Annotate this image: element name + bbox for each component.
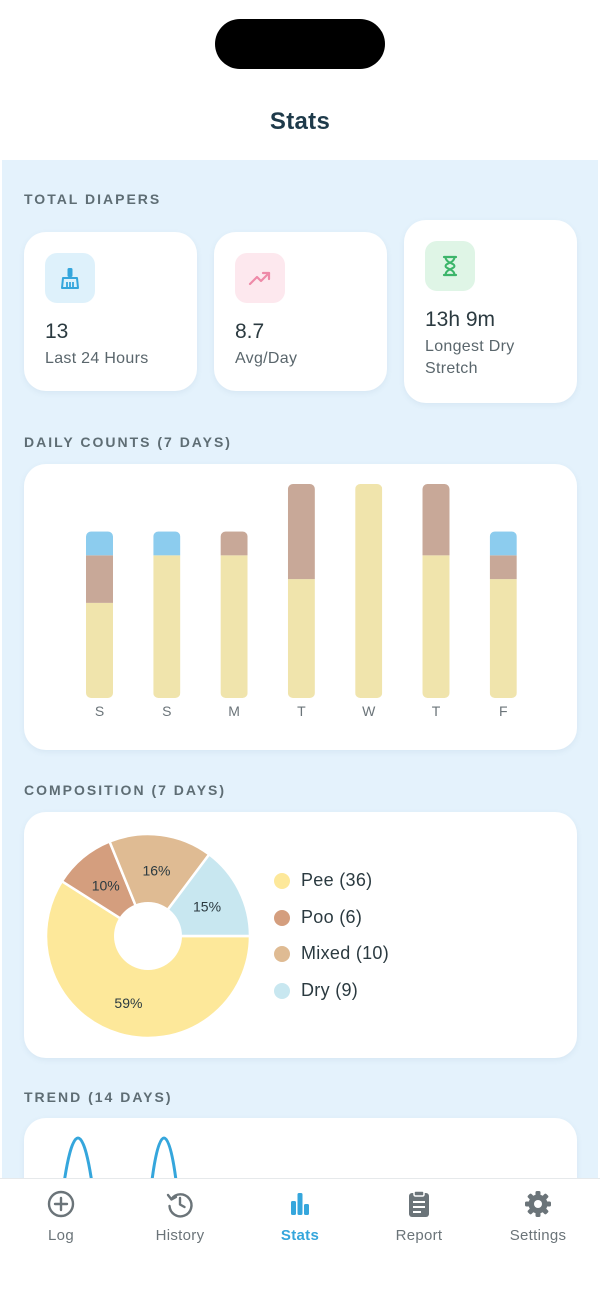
trend-chart	[63, 1136, 178, 1178]
stat-label: Avg/Day	[235, 350, 298, 367]
clipboard-icon	[409, 1190, 429, 1217]
tab-label: Settings	[509, 1227, 567, 1244]
trending-up-icon	[235, 253, 285, 303]
legend-label: Mixed (10)	[301, 943, 390, 963]
bar-segment-poo	[489, 555, 517, 580]
bar-chart-icon	[291, 1193, 309, 1215]
stat-card-avg-day: 8.7 Avg/Day	[214, 232, 387, 391]
tab-stats[interactable]: Stats	[250, 1189, 350, 1244]
tab-settings[interactable]: Settings	[488, 1189, 588, 1244]
bar-segment-poo	[220, 531, 248, 556]
bar-segment-pee	[86, 602, 113, 698]
bar-segment-dry	[153, 531, 181, 556]
bar-segment-pee	[355, 484, 383, 698]
stats-scroll-view[interactable]: TOTAL DIAPERS 13 Last 24 Hours 8.7 Avg/D…	[2, 160, 598, 1178]
legend-item-mixed: Mixed (10)	[274, 943, 389, 964]
legend-dot	[274, 909, 290, 926]
bar-segment-dry	[86, 531, 113, 556]
tab-label: Stats	[280, 1227, 320, 1244]
stat-value: 13h 9m	[425, 308, 496, 331]
hourglass-icon	[425, 241, 475, 291]
pie-hole	[114, 902, 182, 970]
bar-stack	[287, 484, 315, 698]
stat-card-longest-dry: 13h 9m Longest Dry Stretch	[404, 220, 577, 403]
bar-stack	[220, 531, 248, 698]
legend-item-poo: Poo (6)	[274, 907, 362, 928]
legend-label: Dry (9)	[301, 980, 359, 1000]
stat-label: Last 24 Hours	[45, 350, 149, 367]
bar-segment-poo	[86, 555, 113, 603]
bar-stack	[355, 484, 383, 698]
stat-value: 8.7	[235, 320, 265, 343]
page-title: Stats	[269, 108, 331, 135]
tab-bar: Log History Stats Report	[0, 1178, 600, 1299]
x-tick-label: W	[362, 703, 376, 719]
broom-icon	[45, 253, 95, 303]
section-label-daily: DAILY COUNTS (7 DAYS)	[24, 434, 232, 450]
device-notch	[215, 19, 385, 69]
bar-stack	[86, 531, 113, 698]
legend-label: Pee (36)	[301, 870, 373, 890]
bar-segment-poo	[287, 484, 315, 580]
stat-card-last-24-hours: 13 Last 24 Hours	[24, 232, 197, 391]
pie-label: 59%	[114, 995, 142, 1011]
legend-dot	[274, 982, 290, 999]
legend-dot	[274, 872, 290, 889]
x-tick-label: T	[432, 703, 441, 719]
tab-label: Log	[48, 1227, 74, 1244]
pie-slice-mixed	[107, 832, 211, 939]
section-label-total: TOTAL DIAPERS	[24, 191, 162, 207]
trend-line	[63, 1136, 93, 1178]
bar-segment-dry	[489, 531, 517, 556]
legend-item-dry: Dry (9)	[274, 980, 358, 1001]
bar-segment-pee	[220, 555, 248, 698]
stat-value: 13	[45, 320, 69, 343]
pie-label: 16%	[142, 863, 170, 879]
history-icon	[166, 1193, 193, 1218]
trend-card	[24, 1118, 577, 1178]
bar-segment-pee	[287, 579, 315, 698]
bar-segment-pee	[422, 555, 450, 698]
pie-label: 10%	[92, 877, 120, 893]
x-tick-label: F	[499, 703, 508, 719]
x-tick-label: M	[228, 703, 240, 719]
legend-label: Poo (6)	[301, 907, 363, 927]
bar-stack	[489, 531, 517, 698]
x-tick-label: T	[297, 703, 306, 719]
bar-stack	[422, 484, 450, 698]
tab-label: History	[155, 1227, 205, 1244]
bar-segment-poo	[422, 484, 450, 556]
trend-line	[150, 1136, 178, 1178]
bar-stack	[153, 531, 181, 698]
tab-label: Report	[395, 1227, 443, 1244]
legend-item-pee: Pee (36)	[274, 870, 372, 891]
composition-card: 59% 10% 16% 15% Pee (36) Poo (6) Mixed (10)…	[24, 812, 577, 1058]
x-tick-label: S	[162, 703, 171, 719]
stat-label: Longest Dry Stretch	[425, 338, 515, 377]
legend-dot	[274, 945, 290, 962]
section-label-trend: TREND (14 DAYS)	[24, 1089, 173, 1105]
bar-segment-pee	[489, 579, 517, 698]
tab-report[interactable]: Report	[369, 1189, 469, 1244]
tab-log[interactable]: Log	[11, 1189, 111, 1244]
gear-icon	[525, 1191, 551, 1217]
section-label-composition: COMPOSITION (7 DAYS)	[24, 782, 227, 798]
composition-pie-chart: 59% 10% 16% 15%	[44, 832, 252, 1040]
x-tick-label: S	[95, 703, 104, 719]
plus-circle-icon	[47, 1190, 75, 1218]
tab-history[interactable]: History	[130, 1189, 230, 1244]
bar-segment-pee	[153, 555, 181, 698]
pie-label: 15%	[193, 898, 221, 914]
